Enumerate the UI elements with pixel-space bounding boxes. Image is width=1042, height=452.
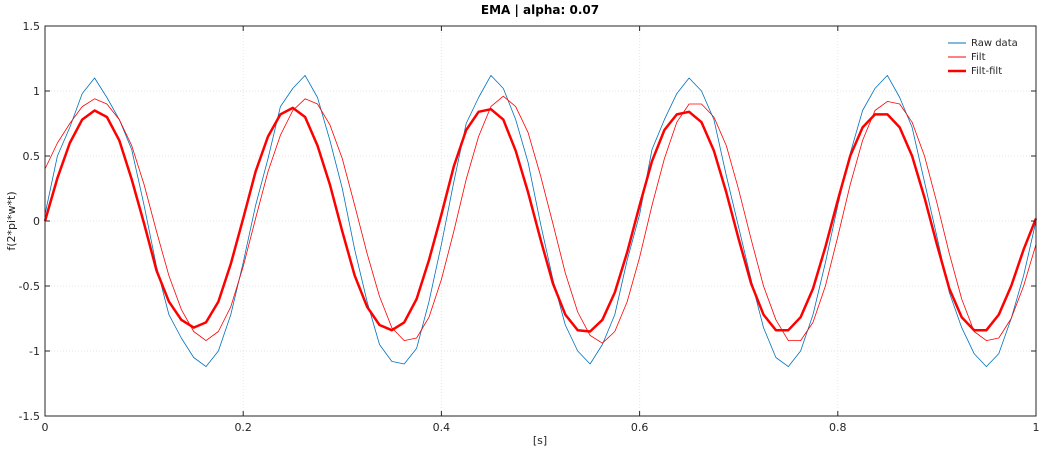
x-tick-label: 0.4: [433, 421, 451, 434]
y-tick-label: 1: [33, 85, 40, 98]
legend-label-raw-data: Raw data: [971, 38, 1018, 49]
x-tick-label: 1: [1033, 421, 1040, 434]
y-tick-label: -1: [29, 345, 40, 358]
x-tick-label: 0.6: [631, 421, 649, 434]
x-tick-label: 0: [42, 421, 49, 434]
grid: [45, 26, 1036, 416]
chart-title: EMA | alpha: 0.07: [481, 3, 599, 17]
x-tick-label: 0.8: [829, 421, 847, 434]
y-tick-label: 0.5: [23, 150, 41, 163]
legend-label-filt-filt: Filt-filt: [971, 66, 1002, 77]
y-axis-label: f(2*pi*w*t): [5, 191, 18, 250]
legend-label-filt: Filt: [971, 52, 986, 63]
y-tick-label: 1.5: [23, 20, 41, 33]
ticks: [44, 25, 1037, 417]
x-tick-label: 0.2: [234, 421, 252, 434]
series-line-filt-filt: [43, 106, 1038, 333]
series-line-raw-data: [44, 75, 1037, 368]
x-axis-label: [s]: [533, 434, 547, 447]
y-tick-label: 0: [33, 215, 40, 228]
series-layer: [43, 75, 1038, 368]
y-tick-label: -0.5: [19, 280, 40, 293]
y-tick-label: -1.5: [19, 410, 40, 423]
legend: Raw data Filt Filt-filt: [942, 33, 1034, 81]
tick-labels: 0 0.2 0.4 0.6 0.8 1 -1.5 -1 -0.5 0 0.5 1 1.5: [19, 20, 1040, 434]
